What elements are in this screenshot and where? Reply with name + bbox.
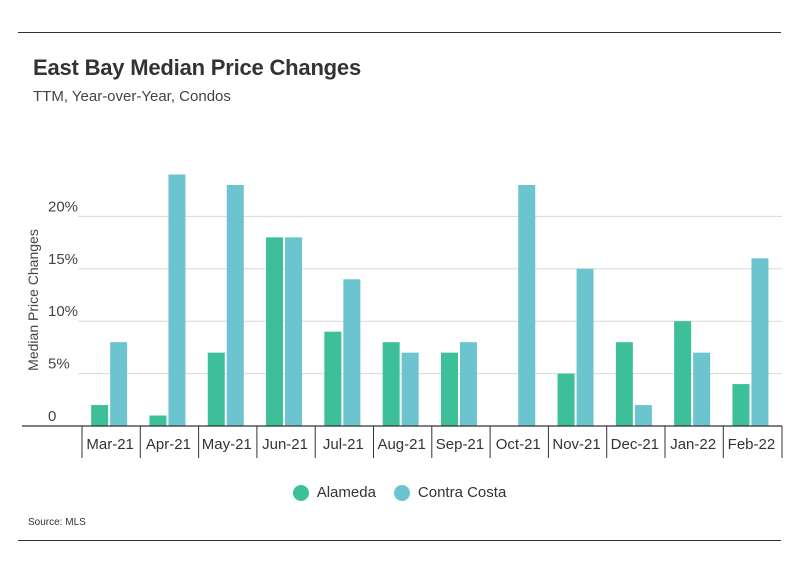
x-tick-label: May-21: [202, 436, 252, 453]
bar-alameda: [324, 331, 342, 426]
bar-alameda: [149, 415, 167, 426]
y-tick-label: 5%: [48, 356, 70, 373]
bar-contra-costa: [401, 352, 419, 426]
bar-alameda: [615, 342, 633, 426]
x-tick-label: Feb-22: [728, 436, 776, 453]
bar-alameda: [382, 342, 400, 426]
legend-item-alameda: Alameda: [292, 484, 376, 501]
x-tick-label: Nov-21: [552, 436, 600, 453]
bar-alameda: [732, 384, 750, 426]
bar-contra-costa: [576, 268, 594, 426]
chart-title: East Bay Median Price Changes: [33, 55, 361, 80]
legend-label-alameda: Alameda: [316, 484, 376, 501]
legend-item-contra-costa: Contra Costa: [393, 484, 507, 501]
bottom-rule: [18, 540, 781, 541]
y-tick-label: 0: [48, 408, 56, 425]
x-tick-label: Sep-21: [436, 436, 484, 453]
bar-contra-costa: [168, 174, 186, 426]
bar-alameda: [207, 352, 225, 426]
y-tick-label: 20%: [48, 198, 78, 215]
bar-contra-costa: [518, 184, 536, 426]
x-tick-label: Apr-21: [146, 436, 191, 453]
x-tick-label: Aug-21: [377, 436, 425, 453]
bar-contra-costa: [751, 258, 769, 426]
bar-contra-costa: [110, 342, 128, 426]
source-note: Source: MLS: [28, 517, 86, 528]
y-tick-label: 15%: [48, 251, 78, 268]
x-tick-label: Jul-21: [323, 436, 364, 453]
bar-alameda: [440, 352, 458, 426]
bar-alameda: [674, 321, 692, 426]
legend-swatch-contra-costa: [393, 484, 410, 501]
x-tick-label: Dec-21: [611, 436, 659, 453]
bar-alameda: [557, 373, 575, 426]
bar-contra-costa: [634, 405, 652, 426]
legend: Alameda Contra Costa: [0, 484, 799, 501]
bar-alameda: [266, 237, 284, 426]
bar-contra-costa: [285, 237, 303, 426]
top-rule: [18, 32, 781, 33]
bar-contra-costa: [343, 279, 361, 426]
legend-swatch-alameda: [292, 484, 309, 501]
y-axis-label: Median Price Changes: [25, 229, 41, 371]
bar-alameda: [91, 405, 109, 426]
bar-contra-costa: [226, 184, 244, 426]
y-tick-label: 10%: [48, 303, 78, 320]
x-tick-label: Oct-21: [496, 436, 541, 453]
x-tick-label: Jan-22: [670, 436, 716, 453]
bar-contra-costa: [693, 352, 711, 426]
x-tick-label: Jun-21: [262, 436, 308, 453]
bar-contra-costa: [459, 342, 477, 426]
legend-label-contra-costa: Contra Costa: [417, 484, 507, 501]
chart-subtitle: TTM, Year-over-Year, Condos: [33, 88, 231, 105]
x-tick-label: Mar-21: [86, 436, 134, 453]
